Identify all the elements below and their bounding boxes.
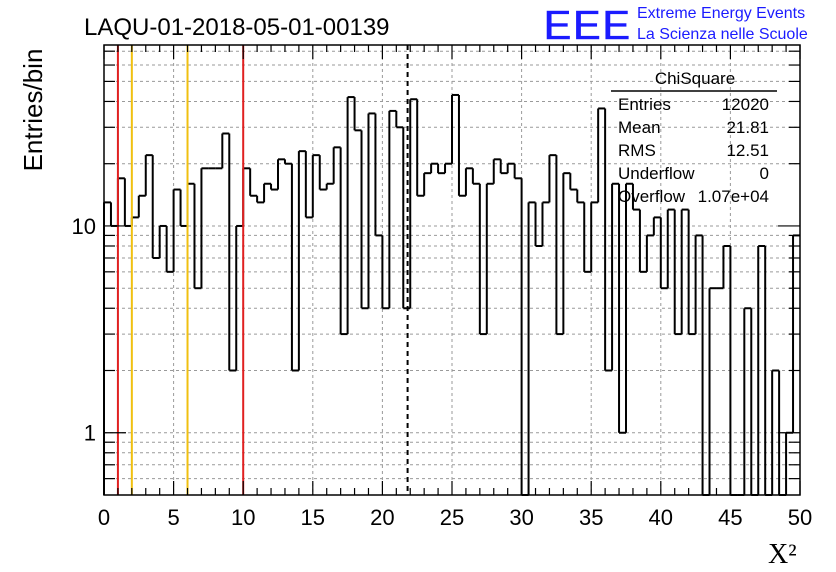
y-axis: 1 10 <box>72 50 800 480</box>
x-tick-label: 25 <box>440 505 464 530</box>
stats-value-underflow: 0 <box>760 164 769 183</box>
histogram-bars <box>103 93 800 496</box>
x-tick-label: 40 <box>649 505 673 530</box>
x-axis-label: X² <box>768 539 797 570</box>
chart-title: LAQU-01-2018-05-01-00139 <box>84 14 390 41</box>
y-tick-label: 1 <box>84 421 96 446</box>
stats-value-mean: 21.81 <box>726 118 769 137</box>
stats-label-mean: Mean <box>618 118 661 137</box>
x-tick-label: 50 <box>788 505 812 530</box>
x-tick-label: 10 <box>231 505 255 530</box>
logo-line-1: Extreme Energy Events <box>637 5 805 22</box>
logo-mark: EEE <box>543 1 631 50</box>
eee-logo: EEE Extreme Energy Events La Scienza nel… <box>542 0 808 51</box>
stats-label-overflow: Overflow <box>618 187 686 206</box>
y-tick-label: 10 <box>72 214 96 239</box>
stats-value-overflow: 1.07e+04 <box>698 187 769 206</box>
stats-value-rms: 12.51 <box>726 141 769 160</box>
stats-box: ChiSquare Entries 12020 Mean 21.81 RMS 1… <box>611 69 777 206</box>
x-tick-label: 5 <box>167 505 179 530</box>
grid <box>104 45 800 495</box>
stats-label-rms: RMS <box>618 141 656 160</box>
y-axis-label: Entries/bin <box>18 49 48 172</box>
stats-label-entries: Entries <box>618 95 671 114</box>
x-axis: 0 5 10 15 20 25 30 35 40 45 50 <box>98 45 812 530</box>
x-tick-label: 15 <box>301 505 325 530</box>
stats-value-entries: 12020 <box>722 95 769 114</box>
stats-title: ChiSquare <box>655 69 735 88</box>
x-tick-label: 35 <box>579 505 603 530</box>
x-tick-label: 0 <box>98 505 110 530</box>
x-tick-label: 20 <box>370 505 394 530</box>
reference-lines <box>116 45 409 495</box>
logo-line-2: La Scienza nelle Scuole <box>637 26 808 43</box>
x-tick-label: 45 <box>718 505 742 530</box>
x-tick-label: 30 <box>509 505 533 530</box>
stats-label-underflow: Underflow <box>618 164 695 183</box>
